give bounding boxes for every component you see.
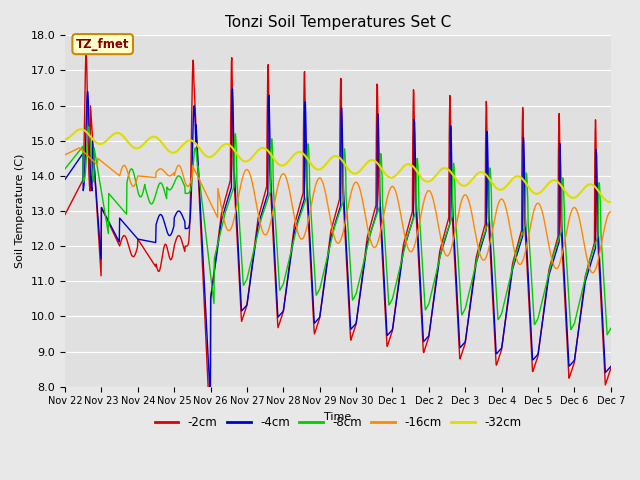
Title: Tonzi Soil Temperatures Set C: Tonzi Soil Temperatures Set C bbox=[225, 15, 451, 30]
X-axis label: Time: Time bbox=[324, 412, 351, 422]
Y-axis label: Soil Temperature (C): Soil Temperature (C) bbox=[15, 154, 25, 268]
Text: TZ_fmet: TZ_fmet bbox=[76, 37, 129, 50]
Legend: -2cm, -4cm, -8cm, -16cm, -32cm: -2cm, -4cm, -8cm, -16cm, -32cm bbox=[150, 411, 526, 433]
